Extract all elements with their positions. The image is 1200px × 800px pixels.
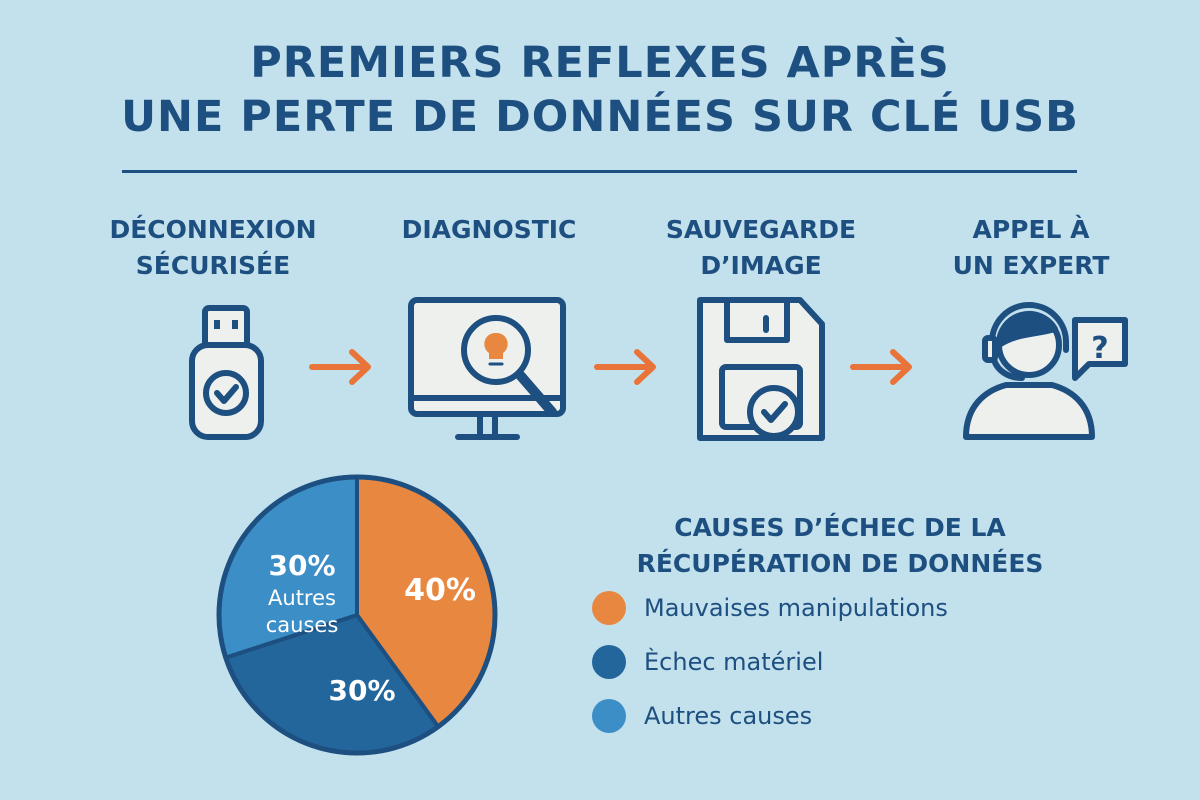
- pie-chart: 40% 30% 30% Autres causes: [216, 474, 498, 756]
- legend-swatch-orange: [592, 591, 626, 625]
- slice-label-autres: 30%: [268, 549, 335, 582]
- svg-text:?: ?: [1091, 331, 1108, 366]
- legend-item-autres: Autres causes: [592, 699, 812, 733]
- legend-item-manipulations: Mauvaises manipulations: [592, 591, 948, 625]
- page-title: PREMIERS REFLEXES APRÈS UNE PERTE DE DON…: [0, 36, 1200, 144]
- title-line-1: PREMIERS REFLEXES APRÈS: [250, 38, 950, 88]
- monitor-magnifier-bulb-icon: [408, 297, 566, 440]
- floppy-disk-check-icon: [697, 297, 825, 441]
- step-label-disconnect: DÉCONNEXION SÉCURISÉE: [109, 215, 317, 280]
- slice-label-materiel: 30%: [328, 674, 395, 707]
- slice-label-manipulations: 40%: [404, 573, 476, 608]
- slice-sublabel-autres-2: causes: [266, 613, 339, 637]
- title-line-2: UNE PERTE DE DONNÉES SUR CLÉ USB: [121, 92, 1079, 142]
- usb-key-check-icon: [189, 305, 264, 440]
- steps-icons: ?: [189, 297, 1128, 441]
- slice-sublabel-autres-1: Autres: [268, 586, 336, 610]
- legend-swatch-light-blue: [592, 699, 626, 733]
- title-divider: [122, 170, 1077, 173]
- legend-item-materiel: Èchec matériel: [592, 645, 823, 679]
- legend-swatch-dark-blue: [592, 645, 626, 679]
- step-label-diagnostic: DIAGNOSTIC: [401, 215, 577, 244]
- legend-title: CAUSES D’ÉCHEC DE LA RÉCUPÉRATION DE DON…: [636, 513, 1044, 578]
- step-label-backup: SAUVEGARDE D’IMAGE: [665, 215, 857, 280]
- support-agent-question-icon: ?: [963, 302, 1128, 440]
- arrow-icon: [309, 349, 912, 385]
- step-label-expert: APPEL À UN EXPERT: [952, 215, 1110, 280]
- pie-outline: [216, 474, 498, 756]
